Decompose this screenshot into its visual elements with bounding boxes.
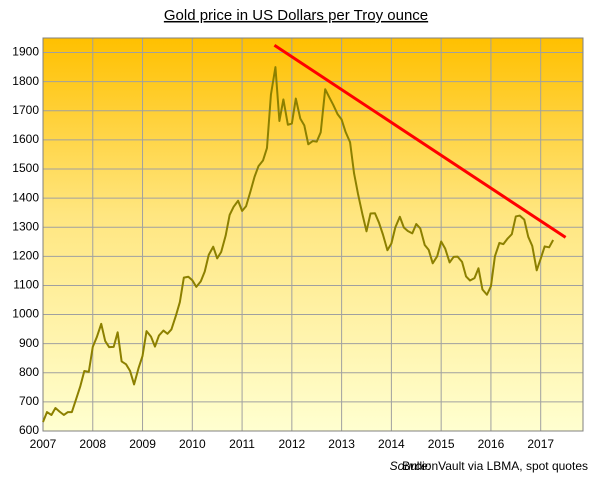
x-tick-label: 2013: [328, 437, 355, 451]
x-tick-label: 2014: [378, 437, 405, 451]
source-label: Source:: [390, 459, 431, 473]
y-tick-label: 1800: [12, 74, 39, 88]
x-tick-label: 2011: [229, 437, 255, 451]
y-tick-label: 1400: [12, 190, 39, 204]
y-tick-label: 1700: [12, 103, 39, 117]
plot-border: [42, 37, 584, 432]
y-tick-label: 1500: [12, 161, 39, 175]
y-tick-label: 1000: [12, 307, 39, 321]
y-tick-label: 600: [19, 423, 39, 437]
x-tick-label: 2008: [79, 437, 106, 451]
x-tick-label: 2012: [278, 437, 305, 451]
price-line: [42, 66, 555, 423]
y-tick-label: 1200: [12, 249, 39, 263]
x-tick-label: 2007: [30, 437, 57, 451]
source: BullionVault via LBMA, spot quotes: [402, 459, 588, 473]
x-tick-label: 2016: [478, 437, 505, 451]
y-tick-label: 700: [19, 394, 39, 408]
y-tick-label: 1900: [12, 45, 39, 59]
y-tick-label: 1100: [13, 278, 39, 292]
y-tick-label: 800: [19, 365, 39, 379]
x-tick-label: 2009: [129, 437, 156, 451]
y-tick-label: 900: [19, 336, 39, 350]
chart-title: Gold price in US Dollars per Troy ounce: [164, 7, 428, 24]
y-tick-label: 1300: [12, 219, 39, 233]
x-tick-label: 2010: [179, 437, 206, 451]
x-tick-label: 2015: [428, 437, 455, 451]
plot-area: [43, 38, 583, 431]
y-tick-label: 1600: [12, 132, 39, 146]
trend-line: [273, 44, 567, 239]
x-tick-label: 2017: [527, 437, 554, 451]
